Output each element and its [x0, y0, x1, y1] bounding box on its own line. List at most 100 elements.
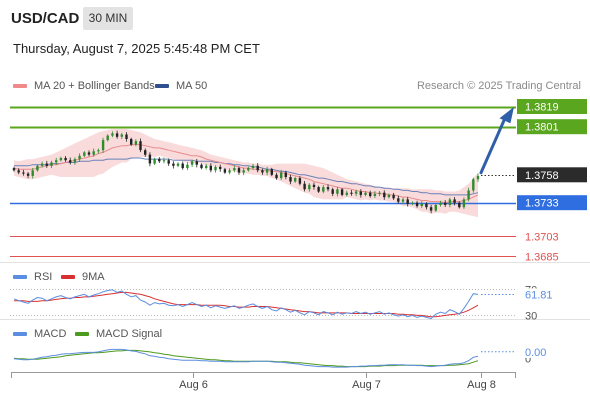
candle-body [401, 199, 405, 202]
candle-body [359, 191, 362, 195]
candle-body [17, 170, 20, 173]
legend-rsi-swatch [13, 275, 27, 279]
candle-body [176, 163, 180, 166]
candle-body [275, 174, 278, 179]
rsi-ma-line [14, 291, 479, 318]
candle-body [369, 192, 372, 197]
rsi-value-label: 61.81 [525, 289, 553, 301]
legend-ma50-swatch [155, 84, 169, 88]
candle-body [115, 133, 119, 137]
candle-body [373, 193, 377, 196]
projection-arrow-head [499, 106, 514, 124]
timeframe-button[interactable]: 30 MIN [83, 7, 133, 30]
legend-macd-signal-label: MACD Signal [96, 328, 163, 340]
candle-body [181, 163, 184, 169]
candle-body [59, 158, 63, 161]
candle-body [270, 169, 273, 175]
candle-body [476, 175, 480, 180]
candle-body [148, 154, 152, 164]
candle-body [303, 183, 306, 190]
candle-body [101, 140, 105, 151]
candle-body [453, 199, 456, 203]
candle-body [458, 202, 461, 208]
candle-body [36, 165, 39, 171]
ma20-line [13, 144, 479, 204]
candle-body [387, 194, 391, 198]
candle-body [64, 158, 67, 161]
candle-body [172, 163, 175, 166]
macd-line [13, 348, 479, 368]
candle-body [205, 165, 208, 168]
candle-body [354, 191, 358, 194]
rsi-ref-label-30: 30 [525, 311, 537, 323]
candle-body [429, 207, 433, 211]
candle-body [106, 135, 109, 141]
candle-body [256, 165, 259, 171]
rsi-line [13, 289, 479, 320]
candle-body [125, 134, 128, 139]
candle-body [242, 170, 245, 173]
level-label-1.3685: 1.3685 [525, 251, 559, 263]
candle-body [26, 173, 30, 176]
candle-body [336, 189, 339, 194]
candle-body [364, 192, 367, 195]
candle-body [284, 172, 287, 177]
legend-macd-label: MACD [34, 328, 67, 340]
candle-body [190, 161, 194, 165]
candle-body [392, 194, 395, 199]
candle-body [434, 205, 437, 211]
candle-body [462, 199, 466, 208]
candle-body [345, 192, 348, 195]
legend-rsi-ma: 9MA [61, 271, 105, 283]
legend-macd-swatch [13, 332, 27, 336]
candle-body [411, 202, 414, 204]
candle-body [200, 164, 203, 169]
x-axis-label-Aug-7: Aug 7 [352, 379, 381, 391]
symbol-title: USD/CAD [11, 10, 80, 27]
candle-body [425, 203, 428, 208]
level-label-1.3733: 1.3733 [525, 198, 559, 210]
legend-rsi-ma-swatch [61, 275, 75, 279]
legend-ma50-label: MA 50 [176, 80, 208, 92]
candle-body [444, 202, 447, 205]
legend-rsi: RSI [13, 271, 52, 283]
candle-body [317, 187, 320, 192]
candle-body [237, 168, 241, 173]
candle-body [186, 164, 189, 169]
candle-body [12, 168, 16, 171]
candle-body [415, 202, 419, 207]
projection-arrow-shaft [479, 114, 508, 175]
candle-body [383, 192, 386, 198]
x-axis-label-Aug-8: Aug 8 [467, 379, 496, 391]
candle-body [130, 139, 133, 145]
chart-datetime: Thursday, August 7, 2025 5:45:48 PM CET [13, 41, 260, 56]
candle-body [251, 165, 255, 168]
candle-body [233, 168, 236, 171]
legend-ma20-bb: MA 20 + Bollinger Bands [13, 80, 155, 92]
candle-body [397, 198, 400, 202]
candle-body [40, 163, 44, 166]
candle-body [448, 199, 452, 205]
candle-body [73, 159, 77, 163]
candle-body [312, 184, 316, 187]
candle-body [22, 172, 25, 174]
level-label-bg-1.3801 [517, 119, 587, 135]
candle-body [162, 160, 166, 162]
candle-body [308, 184, 311, 190]
copyright-note: Research © 2025 Trading Central [416, 80, 581, 92]
candle-body [261, 170, 264, 173]
candle-body [340, 189, 344, 195]
candle-body [209, 165, 212, 171]
macd-value-label: 0.00 [525, 347, 546, 359]
legend-ma20-label: MA 20 + Bollinger Bands [34, 80, 155, 92]
level-label-1.3703: 1.3703 [525, 231, 559, 243]
legend-macd: MACD [13, 328, 66, 340]
candle-body [378, 192, 381, 194]
candle-body [195, 161, 198, 165]
candle-body [69, 160, 72, 163]
candle-body [55, 160, 58, 163]
candle-body [31, 170, 34, 176]
candle-body [298, 178, 302, 184]
candle-body [420, 203, 423, 206]
